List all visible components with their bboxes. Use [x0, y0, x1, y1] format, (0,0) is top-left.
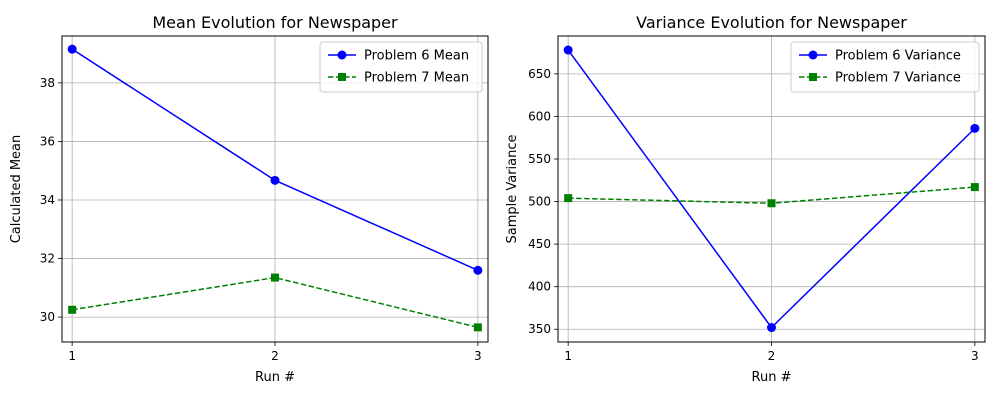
variance-chart-y-tick-label: 650 — [528, 67, 551, 81]
variance-chart-legend-box — [790, 41, 980, 93]
variance-chart-series-2-point — [970, 183, 979, 192]
variance-chart-y-tick-label: 450 — [528, 237, 551, 251]
variance-chart-title: Variance Evolution for Newspaper — [636, 13, 907, 32]
variance-chart-legend-label: Problem 7 Variance — [835, 71, 961, 86]
mean-chart-x-tick-label: 2 — [271, 349, 279, 363]
mean-chart-y-tick-label: 34 — [40, 193, 55, 207]
mean-chart-x-tick-label: 1 — [68, 349, 76, 363]
variance-chart-legend-label: Problem 6 Variance — [835, 49, 961, 64]
variance-chart-legend-marker — [809, 73, 817, 81]
variance-chart-legend: Problem 6 Variance Problem 7 Variance — [790, 41, 980, 93]
mean-chart-ticks: 1 2 3 30 32 34 36 38 — [40, 76, 482, 363]
mean-chart-x-tick-label: 3 — [474, 349, 482, 363]
variance-chart-legend-marker — [808, 50, 818, 60]
variance-chart-series-1-point — [970, 123, 980, 133]
mean-chart-series — [67, 44, 483, 332]
mean-chart-series-2-point — [68, 305, 77, 314]
variance-chart-series-2-point — [767, 199, 776, 208]
variance-chart-x-axis-label: Run # — [752, 370, 792, 385]
variance-chart-y-tick-label: 600 — [528, 109, 551, 123]
variance-chart-y-tick-label: 500 — [528, 195, 551, 209]
mean-chart-legend-label: Problem 6 Mean — [364, 49, 469, 64]
variance-chart: 1 2 3 350 400 450 500 550 600 650 Variance Evolut… — [505, 13, 986, 385]
mean-chart-legend-marker — [337, 50, 347, 60]
mean-chart-y-tick-label: 32 — [40, 252, 55, 266]
variance-chart-y-tick-label: 550 — [528, 152, 551, 166]
mean-chart-series-1-point — [67, 44, 77, 54]
variance-chart-x-tick-label: 2 — [768, 349, 776, 363]
mean-chart-y-axis-label: Calculated Mean — [9, 135, 24, 244]
mean-chart-title: Mean Evolution for Newspaper — [152, 13, 398, 32]
mean-chart-legend-label: Problem 7 Mean — [364, 71, 469, 86]
mean-chart-y-tick-label: 30 — [40, 310, 55, 324]
mean-chart-series-1-point — [473, 265, 483, 275]
mean-chart-series-2-point — [271, 273, 279, 282]
mean-chart-series-2-point — [473, 323, 482, 332]
mean-chart-y-tick-label: 38 — [40, 76, 55, 90]
variance-chart-series — [563, 45, 980, 333]
mean-chart-x-axis-label: Run # — [255, 370, 295, 385]
variance-chart-series-1-point — [563, 45, 573, 55]
variance-chart-x-tick-label: 1 — [564, 349, 572, 363]
mean-chart: 1 2 3 30 32 34 36 38 Mean Evolution for Newspap… — [9, 13, 489, 385]
variance-chart-y-tick-label: 350 — [528, 322, 551, 336]
mean-chart-legend: Problem 6 Mean Problem 7 Mean — [319, 41, 483, 93]
variance-chart-x-tick-label: 3 — [971, 349, 979, 363]
variance-chart-y-axis-label: Sample Variance — [505, 134, 520, 243]
mean-chart-y-tick-label: 36 — [40, 134, 55, 148]
mean-chart-legend-box — [319, 41, 483, 93]
variance-chart-series-2-point — [564, 194, 573, 203]
variance-chart-ticks: 1 2 3 350 400 450 500 550 600 650 — [528, 67, 979, 363]
mean-chart-series-1-point — [270, 175, 280, 185]
variance-chart-grid — [558, 36, 985, 342]
mean-chart-legend-marker — [338, 73, 346, 81]
variance-chart-series-1-point — [767, 323, 776, 333]
variance-chart-y-tick-label: 400 — [528, 280, 551, 294]
